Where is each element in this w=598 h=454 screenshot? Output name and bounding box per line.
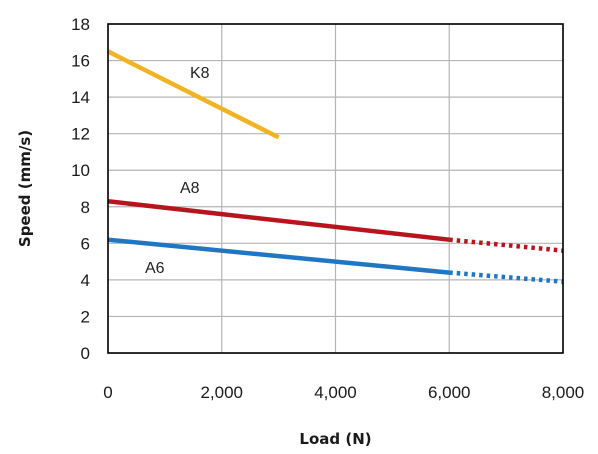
y-tick-label: 12 [71,125,90,144]
series-label-a6: A6 [145,260,165,277]
series-label-k8: K8 [190,65,210,82]
x-tick-label: 6,000 [428,383,471,402]
series-line-a8 [107,199,450,242]
x-axis-ticks: 0 2,000 4,000 6,000 8,000 [103,383,584,402]
y-tick-label: 4 [81,271,90,290]
x-tick-label: 0 [103,383,112,402]
grid [107,23,564,354]
series-line-a6 [107,237,450,275]
x-tick-label: 4,000 [314,383,357,402]
plot-area-frame [107,23,564,354]
x-tick-label: 8,000 [542,383,585,402]
x-axis-title: Load (N) [299,430,371,448]
series-labels: K8 A8 A6 [145,65,210,277]
x-tick-label: 2,000 [200,383,243,402]
y-tick-label: 8 [81,198,90,217]
series-projection-a8 [449,237,564,253]
y-tick-label: 10 [71,161,90,180]
y-tick-label: 16 [71,52,90,71]
series-line-k8 [106,49,280,140]
y-tick-label: 0 [81,344,90,363]
y-axis-title: Speed (mm/s) [16,130,34,247]
y-tick-label: 14 [71,88,90,107]
y-tick-label: 18 [71,15,90,34]
y-axis-ticks: 0 2 4 6 8 10 12 14 16 18 [71,15,90,363]
series-lines [106,49,564,284]
series-label-a8: A8 [180,180,200,197]
y-tick-label: 6 [81,234,90,253]
y-tick-label: 2 [81,307,90,326]
